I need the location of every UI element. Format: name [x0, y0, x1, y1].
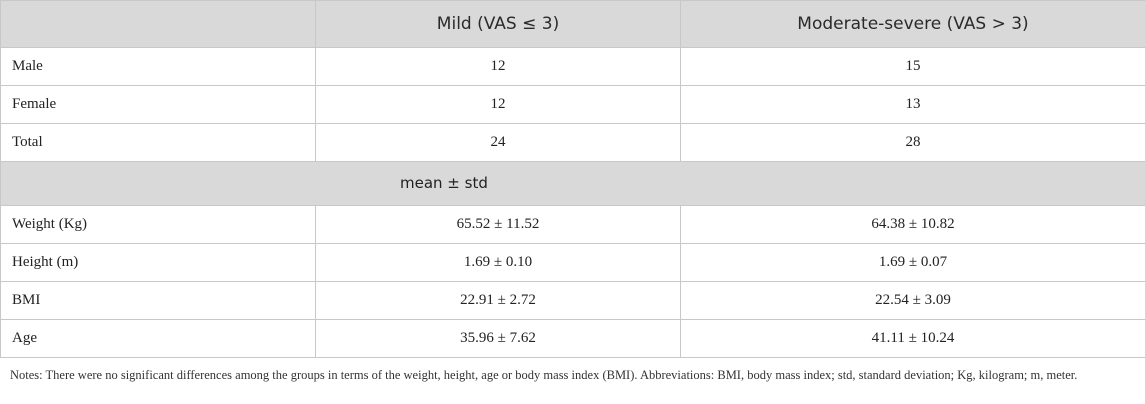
table-header-row: Mild (VAS ≤ 3) Moderate-severe (VAS > 3) [0, 0, 1145, 48]
cell-moderate-severe: 64.38 ± 10.82 [680, 205, 1145, 244]
row-label: Weight (Kg) [0, 205, 316, 244]
table-row-height: Height (m) 1.69 ± 0.10 1.69 ± 0.07 [0, 243, 1145, 282]
cell-mild: 24 [315, 123, 681, 162]
section-header-row: mean ± std [0, 161, 1145, 206]
cell-moderate-severe: 41.11 ± 10.24 [680, 319, 1145, 358]
cell-moderate-severe: 22.54 ± 3.09 [680, 281, 1145, 320]
row-label: Total [0, 123, 316, 162]
demographics-table: Mild (VAS ≤ 3) Moderate-severe (VAS > 3)… [0, 0, 1145, 358]
cell-mild: 12 [315, 47, 681, 86]
table-notes: Notes: There were no significant differe… [10, 368, 1078, 382]
table-row-bmi: BMI 22.91 ± 2.72 22.54 ± 3.09 [0, 281, 1145, 320]
cell-moderate-severe: 15 [680, 47, 1145, 86]
cell-moderate-severe: 13 [680, 85, 1145, 124]
row-label: Age [0, 319, 316, 358]
section-label: mean ± std [0, 161, 1145, 206]
cell-mild: 35.96 ± 7.62 [315, 319, 681, 358]
row-label: Male [0, 47, 316, 86]
row-label: Height (m) [0, 243, 316, 282]
cell-mild: 22.91 ± 2.72 [315, 281, 681, 320]
cell-mild: 1.69 ± 0.10 [315, 243, 681, 282]
cell-mild: 65.52 ± 11.52 [315, 205, 681, 244]
table-row-age: Age 35.96 ± 7.62 41.11 ± 10.24 [0, 319, 1145, 358]
cell-moderate-severe: 1.69 ± 0.07 [680, 243, 1145, 282]
header-moderate-severe: Moderate-severe (VAS > 3) [680, 0, 1145, 48]
row-label: Female [0, 85, 316, 124]
header-mild: Mild (VAS ≤ 3) [315, 0, 681, 48]
row-label: BMI [0, 281, 316, 320]
table-row-total: Total 24 28 [0, 123, 1145, 162]
header-blank [0, 0, 316, 48]
table-row-male: Male 12 15 [0, 47, 1145, 86]
table-row-weight: Weight (Kg) 65.52 ± 11.52 64.38 ± 10.82 [0, 205, 1145, 244]
cell-mild: 12 [315, 85, 681, 124]
table-row-female: Female 12 13 [0, 85, 1145, 124]
cell-moderate-severe: 28 [680, 123, 1145, 162]
